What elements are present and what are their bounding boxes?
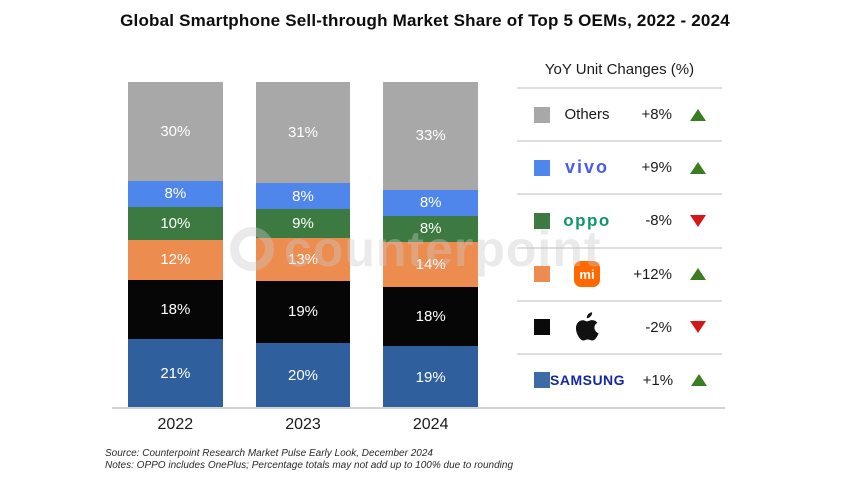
x-axis-label-2023: 2023	[285, 416, 321, 433]
bar-segment-apple-2023: 19%	[255, 280, 351, 343]
apple-logo-icon	[575, 312, 599, 342]
others-logo: Others	[564, 106, 610, 124]
oppo-logo: oppo	[563, 210, 611, 230]
legend-trend-cell	[674, 321, 722, 334]
bar-chart-area: 30% 8% 10% 12% 18% 21% 31% 8% 9% 13% 19% 20% 33% 8% 8%…	[128, 82, 479, 408]
legend-change-value: -2%	[645, 318, 672, 336]
legend-logo-cell	[550, 312, 624, 342]
legend-swatch-others	[534, 106, 550, 123]
bar-segment-label: 10%	[160, 215, 191, 233]
legend-trend-cell	[675, 374, 723, 387]
legend-row-xiaomi: mi +12%	[517, 246, 722, 300]
trend-up-icon	[691, 374, 708, 387]
bar-segment-label: 18%	[415, 308, 446, 326]
bar-segment-label: 19%	[287, 303, 319, 321]
bar-segment-others-2024: 33%	[383, 82, 479, 190]
legend-swatch-oppo	[534, 212, 550, 229]
footnote-notes: Notes: OPPO includes OnePlus; Percentage…	[105, 460, 514, 471]
legend-title: YoY Unit Changes (%)	[544, 61, 695, 78]
trend-up-icon	[690, 108, 706, 121]
legend-trend-cell	[674, 161, 722, 174]
legend-row-samsung: SAMSUNG +1%	[517, 352, 723, 406]
legend-logo-cell: vivo	[550, 157, 624, 178]
legend-row-others: Others +8%	[517, 87, 722, 140]
bar-segment-label: 8%	[419, 194, 442, 212]
bar-segment-label: 18%	[160, 300, 191, 318]
bar-segment-samsung-2022: 21%	[128, 338, 223, 408]
bar-segment-label: 9%	[292, 215, 314, 233]
x-axis-label-2022: 2022	[157, 416, 194, 433]
bar-segment-vivo-2024: 8%	[383, 189, 479, 216]
footnote: Source: Counterpoint Research Market Pul…	[105, 448, 513, 472]
stacked-bar-2024: 33% 8% 8% 14% 18% 19%	[383, 82, 479, 408]
legend-change-value: +8%	[641, 106, 672, 124]
bar-segment-others-2023: 31%	[255, 82, 351, 184]
samsung-logo: SAMSUNG	[550, 372, 626, 389]
bar-segment-label: 30%	[160, 122, 191, 140]
trend-up-icon	[690, 161, 706, 174]
legend-trend-cell	[674, 214, 722, 227]
bar-segment-vivo-2022: 8%	[128, 180, 223, 208]
bar-segment-oppo-2022: 10%	[128, 207, 223, 241]
trend-up-icon	[690, 268, 706, 281]
legend-change-value: +1%	[642, 371, 674, 389]
legend-change-value: +12%	[633, 265, 672, 283]
bar-segment-label: 20%	[287, 366, 319, 384]
bar-segment-others-2022: 30%	[128, 82, 223, 181]
bar-segment-label: 33%	[415, 127, 446, 145]
bar-segment-label: 8%	[164, 185, 187, 203]
bar-segment-xiaomi-2022: 12%	[128, 240, 223, 280]
legend-logo-cell: Others	[550, 106, 624, 123]
legend-swatch-xiaomi	[534, 266, 550, 283]
legend-rows: Others +8% vivo +9% oppo -8% mi +12% -2% SAMSUNG +…	[517, 87, 722, 406]
bar-segment-label: 21%	[160, 364, 191, 382]
bar-segment-xiaomi-2024: 14%	[383, 241, 479, 288]
bar-segment-oppo-2023: 9%	[255, 209, 351, 239]
legend-trend-cell	[674, 108, 722, 121]
bar-segment-vivo-2023: 8%	[255, 183, 351, 210]
trend-down-icon	[690, 321, 706, 334]
legend-change-value: -8%	[645, 212, 672, 230]
legend-panel: YoY Unit Changes (%) Others +8% vivo +9% opp…	[517, 52, 722, 406]
legend-trend-cell	[674, 268, 722, 281]
bar-segment-label: 13%	[287, 251, 319, 269]
legend-row-vivo: vivo +9%	[517, 140, 722, 193]
bar-segment-label: 12%	[160, 251, 191, 269]
stacked-bar-2023: 31% 8% 9% 13% 19% 20%	[255, 82, 351, 408]
legend-swatch-samsung	[534, 372, 550, 389]
x-axis-label-2024: 2024	[412, 416, 449, 433]
bar-segment-apple-2024: 18%	[383, 287, 479, 347]
bar-segment-label: 8%	[419, 220, 442, 238]
bar-segment-label: 31%	[287, 124, 319, 142]
legend-row-apple: -2%	[517, 299, 722, 353]
stacked-bar-2022: 30% 8% 10% 12% 18% 21%	[128, 82, 223, 408]
legend-logo-cell: oppo	[550, 211, 624, 231]
bar-segment-xiaomi-2023: 13%	[255, 238, 351, 281]
bar-segment-samsung-2024: 19%	[383, 346, 479, 408]
chart-title: Global Smartphone Sell-through Market Sh…	[120, 11, 730, 30]
xiaomi-mi-logo-icon: mi	[574, 261, 600, 288]
legend-swatch-vivo	[534, 159, 550, 176]
bar-segment-label: 14%	[415, 256, 446, 274]
legend-swatch-apple	[534, 319, 550, 336]
x-axis-line	[112, 407, 725, 409]
x-axis-labels: 2022 2023 2024	[128, 416, 478, 434]
legend-change-value: +9%	[641, 159, 672, 177]
legend-row-oppo: oppo -8%	[517, 193, 722, 246]
trend-down-icon	[690, 214, 706, 227]
bar-segment-label: 19%	[415, 368, 446, 386]
legend-logo-cell: mi	[550, 261, 624, 288]
bar-segment-label: 8%	[292, 187, 314, 205]
bar-segment-apple-2022: 18%	[128, 279, 223, 339]
vivo-logo: vivo	[564, 157, 610, 178]
bar-segment-oppo-2024: 8%	[383, 215, 479, 242]
footnote-source: Source: Counterpoint Research Market Pul…	[105, 448, 433, 459]
bar-segment-samsung-2023: 20%	[255, 342, 351, 408]
legend-logo-cell: SAMSUNG	[550, 372, 625, 388]
